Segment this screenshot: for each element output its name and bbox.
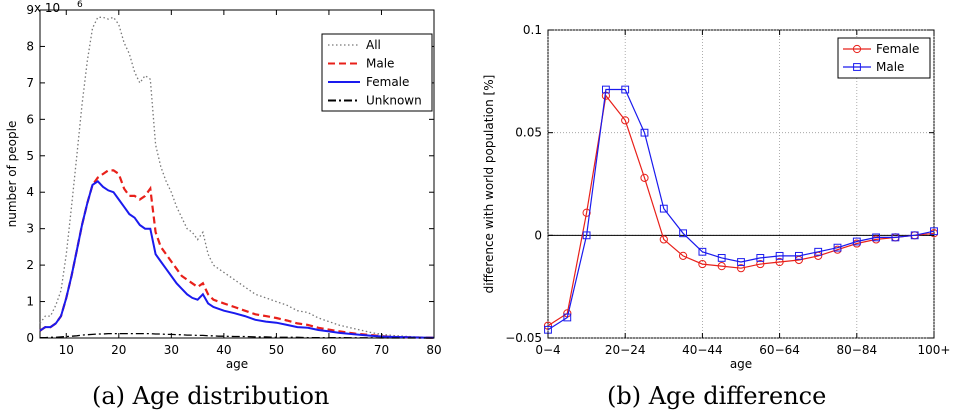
- legend-box: [837, 37, 931, 79]
- y-tick-label: 9: [26, 3, 34, 17]
- x-tick-label: 60−64: [759, 343, 800, 357]
- y-tick-label: 7: [26, 76, 34, 90]
- y-axis-label: difference with world population [%]: [482, 75, 496, 294]
- x-axis-label: age: [226, 357, 248, 371]
- legend-marker-female: [852, 44, 862, 54]
- data-point-female: [736, 264, 746, 273]
- x-tick-label: 0−4: [535, 343, 560, 357]
- data-point-male: [563, 313, 572, 322]
- data-point-male: [582, 231, 591, 240]
- age-distribution-chart: 10 20 30 40 50 60 70 80 0 1 2 3 4 5 6 7 8 9 x 10 6 age number…: [5, 0, 442, 371]
- data-point-male: [679, 229, 688, 238]
- y-tick-label: 2: [26, 258, 34, 272]
- legend-label-female: Female: [366, 75, 409, 89]
- data-point-male: [640, 128, 649, 137]
- y-tick-label: 8: [26, 39, 34, 53]
- x-tick-label: 10: [59, 343, 74, 357]
- x-tick-label: 70: [374, 343, 389, 357]
- x-tick-label: 50: [269, 343, 284, 357]
- legend-label-all: All: [366, 38, 381, 52]
- data-point-male: [602, 85, 610, 94]
- data-point-female: [679, 251, 688, 260]
- y-tick-label: 0.05: [515, 126, 542, 140]
- y-tick-label: 0: [534, 228, 542, 242]
- x-tick-label: 30: [164, 343, 179, 357]
- data-point-female: [698, 259, 707, 269]
- series-line-male: [547, 88, 935, 331]
- data-point-male: [775, 251, 784, 260]
- data-point-male: [737, 258, 745, 266]
- legend-box: [321, 33, 433, 112]
- legend-label-male: Male: [876, 60, 904, 74]
- data-point-male: [621, 85, 630, 94]
- data-point-female: [756, 259, 765, 269]
- caption-age-difference: (b) Age difference: [607, 382, 827, 410]
- x-tick-label: 20: [111, 343, 126, 357]
- y-multiplier-exponent: 6: [77, 0, 83, 10]
- y-axis-label: number of people: [5, 121, 19, 228]
- data-point-male: [891, 233, 900, 242]
- x-tick-label: 80−84: [837, 343, 878, 357]
- x-tick-label: 80: [426, 343, 441, 357]
- plot-area: [547, 29, 935, 339]
- data-point-male: [852, 237, 861, 246]
- data-point-female: [717, 262, 726, 271]
- series-line-all: [39, 16, 435, 339]
- y-tick-label: 6: [26, 112, 34, 126]
- series-line-female: [39, 179, 435, 339]
- data-point-male: [872, 233, 881, 242]
- y-tick-label: 0: [26, 331, 34, 345]
- y-tick-label: −0.05: [505, 331, 542, 345]
- data-point-female: [775, 257, 784, 267]
- data-point-male: [795, 251, 803, 260]
- x-tick-label: 20−24: [605, 343, 646, 357]
- x-tick-label: 60: [321, 343, 336, 357]
- legend-marker-male: [853, 63, 861, 71]
- data-point-female: [659, 235, 668, 244]
- data-point-male: [717, 254, 726, 262]
- series-line-female: [547, 94, 935, 327]
- data-point-male: [756, 254, 765, 262]
- data-point-male: [814, 247, 823, 256]
- age-difference-chart: 0−4 20−24 40−44 60−64 80−84 100+ −0.05 0 0.05 0.1…: [482, 23, 950, 371]
- data-point-female: [640, 173, 649, 182]
- data-point-male: [659, 204, 668, 213]
- legend-label-male: Male: [366, 57, 394, 71]
- y-tick-label: 3: [26, 222, 34, 236]
- y-tick-label: 4: [26, 185, 34, 199]
- series-line-unknown: [40, 332, 434, 339]
- data-point-male: [833, 243, 842, 252]
- caption-age-distribution: (a) Age distribution: [92, 382, 330, 410]
- x-tick-label: 100+: [918, 343, 951, 357]
- data-point-female: [582, 208, 591, 217]
- x-tick-label: 40: [216, 343, 231, 357]
- x-tick-label: 40−44: [682, 343, 723, 357]
- x-axis-label: age: [730, 357, 752, 371]
- y-multiplier-label: x 10: [34, 1, 60, 15]
- data-point-male: [930, 227, 938, 236]
- legend-label-unknown: Unknown: [366, 94, 422, 108]
- legend-label-female: Female: [876, 42, 919, 56]
- data-point-female: [621, 116, 630, 125]
- y-tick-label: 0.1: [523, 23, 542, 37]
- data-point-male: [910, 231, 919, 240]
- series-line-male: [39, 169, 435, 339]
- y-tick-label: 5: [26, 149, 34, 163]
- data-point-male: [698, 247, 707, 256]
- y-tick-label: 1: [26, 295, 34, 309]
